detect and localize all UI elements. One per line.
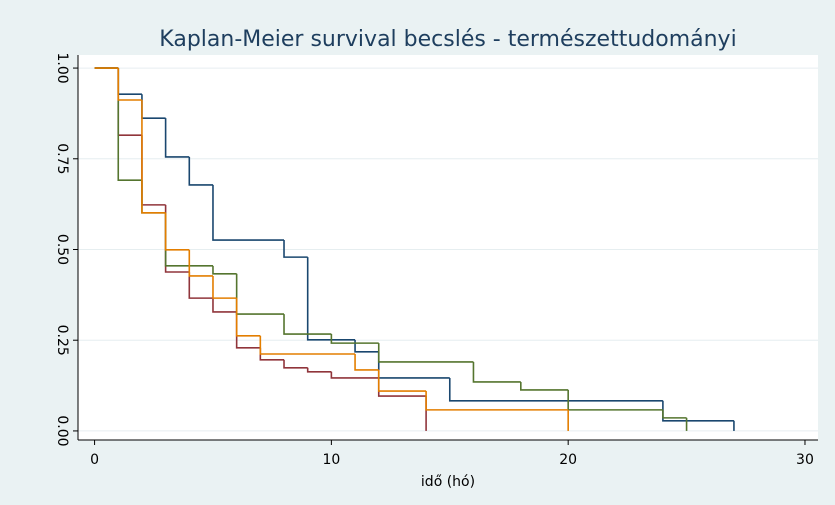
survival-step: [188, 156, 213, 186]
x-tick-label: 0: [90, 452, 99, 468]
x-tick-label: 30: [796, 452, 814, 468]
survival-step: [472, 361, 521, 383]
plot-area: [78, 55, 818, 440]
survival-step: [188, 271, 213, 299]
survival-step: [117, 68, 142, 101]
survival-step: [212, 265, 237, 275]
survival-step: [330, 371, 379, 379]
x-tick-label: 10: [322, 452, 340, 468]
survival-step: [448, 377, 663, 402]
survival-step: [212, 275, 237, 299]
survival-step: [212, 298, 237, 313]
survival-step: [377, 369, 427, 392]
survival-step: [283, 240, 308, 258]
survival-step: [662, 400, 734, 422]
survival-step: [117, 68, 142, 181]
survival-step: [662, 409, 687, 419]
survival-step: [306, 367, 332, 373]
survival-step: [330, 334, 379, 344]
survival-step: [283, 359, 308, 369]
survival-step: [164, 212, 190, 251]
survival-step: [212, 184, 285, 241]
survival-step: [164, 118, 190, 158]
y-tick-label: 0.75: [54, 143, 70, 174]
survival-step: [235, 298, 261, 337]
survival-step: [354, 354, 379, 371]
y-tick-label: 0.25: [54, 325, 70, 356]
survival-step: [141, 99, 166, 214]
survival-step: [283, 314, 332, 335]
chart-title: Kaplan-Meier survival becslés - természe…: [159, 27, 736, 52]
survival-step: [520, 381, 569, 391]
survival-step: [259, 335, 356, 355]
x-axis-title: idő (hó): [421, 474, 475, 490]
x-tick-label: 20: [559, 452, 577, 468]
survival-step: [188, 249, 213, 277]
survival-step: [377, 343, 474, 363]
survival-step: [306, 257, 356, 341]
y-tick-label: 0.00: [54, 415, 70, 446]
survival-step: [425, 391, 569, 411]
y-tick-label: 0.50: [54, 234, 70, 265]
y-tick-label: 1.00: [54, 52, 70, 83]
